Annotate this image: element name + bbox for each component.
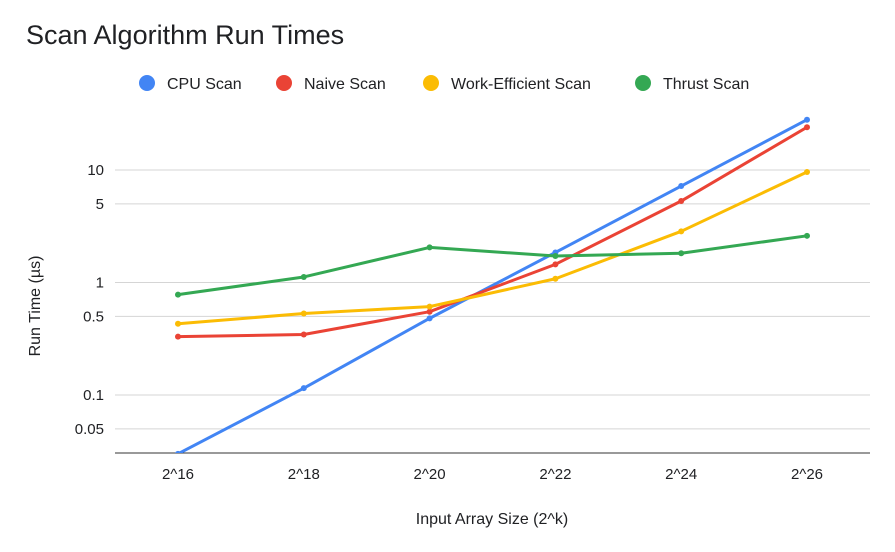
x-tick-label: 2^16 [162, 466, 194, 483]
data-point [804, 232, 810, 239]
data-point [678, 228, 685, 235]
data-point [552, 275, 559, 282]
x-tick-label: 2^26 [791, 466, 823, 483]
y-tick-label: 0.05 [75, 421, 104, 438]
legend-label: Work-Efficient Scan [451, 76, 591, 93]
data-point [804, 168, 810, 175]
legend-marker [276, 75, 292, 91]
data-point [426, 308, 433, 315]
series-2 [175, 168, 810, 327]
data-point [175, 291, 181, 298]
series-layer [175, 116, 810, 453]
x-tick-label: 2^20 [414, 466, 446, 483]
legend-layer: CPU Scan Naive Scan Work-Efficient Scan Thr… [139, 75, 749, 93]
data-point [300, 385, 307, 392]
series-3 [175, 232, 810, 298]
axis-layer: 0.05 0.1 0.5 1 5 10 2^16 2^18 2^20 2^22 2^24 2^26 [75, 162, 870, 483]
series-line [177, 118, 808, 453]
series-1 [175, 124, 810, 340]
series-line [177, 170, 808, 326]
y-tick-label: 0.5 [83, 308, 104, 325]
y-tick-label: 5 [96, 196, 104, 213]
x-tick-label: 2^22 [539, 466, 571, 483]
data-point [175, 320, 181, 327]
legend-item[interactable]: Naive Scan [276, 75, 386, 93]
x-tick-label: 2^24 [665, 466, 697, 483]
data-point [804, 116, 810, 123]
legend-marker [139, 75, 155, 91]
legend-label: CPU Scan [167, 76, 242, 93]
series-0 [175, 116, 810, 453]
series-line [177, 125, 808, 339]
data-point [426, 244, 433, 251]
data-point [552, 261, 559, 268]
grid-layer [115, 169, 870, 430]
y-tick-label: 0.1 [83, 387, 104, 404]
data-point [678, 250, 685, 257]
y-tick-label: 10 [87, 162, 104, 179]
data-point [426, 315, 433, 322]
x-axis-title: Input Array Size (2^k) [416, 511, 568, 528]
data-point [804, 124, 810, 131]
data-point [678, 183, 685, 190]
data-point [552, 253, 559, 260]
data-point [300, 310, 307, 317]
data-point [678, 198, 685, 205]
data-point [175, 333, 181, 340]
y-tick-label: 1 [96, 275, 104, 292]
series-line [177, 234, 808, 297]
legend-label: Thrust Scan [663, 76, 749, 93]
legend-marker [423, 75, 439, 91]
y-axis-title: Run Time (µs) [27, 256, 44, 357]
legend-item[interactable]: Work-Efficient Scan [423, 75, 591, 93]
chart-title: Scan Algorithm Run Times [26, 20, 345, 50]
data-point [300, 273, 307, 280]
x-tick-label: 2^18 [288, 466, 320, 483]
legend-item[interactable]: CPU Scan [139, 75, 242, 93]
legend-item[interactable]: Thrust Scan [635, 75, 749, 93]
data-point [426, 303, 433, 310]
legend-label: Naive Scan [304, 76, 386, 93]
data-point [300, 331, 307, 338]
legend-marker [635, 75, 651, 91]
data-point [175, 450, 181, 453]
